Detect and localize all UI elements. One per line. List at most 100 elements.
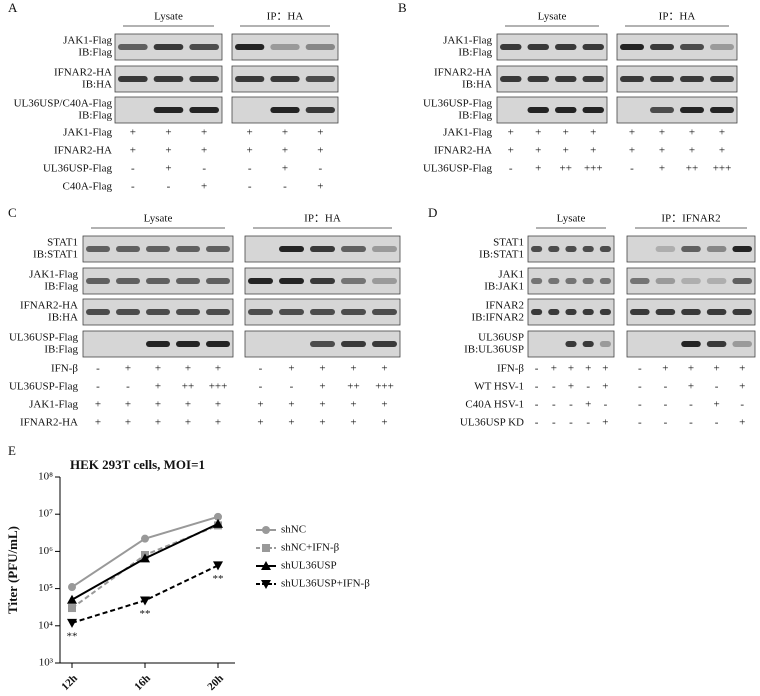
condition-mark: - (318, 163, 322, 175)
condition-mark: - (740, 399, 744, 411)
panel-letter: C (8, 205, 17, 220)
condition-mark: + (713, 363, 719, 375)
legend-label: shUL36USP (281, 560, 337, 572)
condition-mark: - (248, 181, 252, 193)
group-label: IP：IFNAR2 (661, 213, 720, 225)
legend-marker (261, 580, 271, 589)
legend-marker (261, 561, 271, 570)
band (206, 309, 230, 315)
condition-mark: - (535, 381, 539, 393)
condition-label: C40A-Flag (63, 181, 113, 193)
data-point (140, 596, 150, 606)
band (341, 246, 366, 252)
band (630, 309, 650, 315)
condition-label: JAK1-Flag (63, 127, 112, 139)
band (582, 246, 594, 252)
condition-label: IFNAR2-HA (434, 145, 492, 157)
blot-label: IB:STAT1 (33, 249, 78, 261)
condition-mark: + (535, 145, 541, 157)
group-label: IP：HA (304, 213, 341, 225)
band (116, 309, 140, 315)
band (305, 76, 335, 82)
band (706, 341, 727, 347)
data-point (213, 518, 223, 528)
condition-mark: + (257, 417, 263, 429)
condition-mark: + (95, 399, 101, 411)
band (732, 246, 752, 252)
band (599, 309, 611, 315)
band (732, 309, 752, 315)
band (710, 44, 734, 50)
condition-mark: + (288, 417, 294, 429)
condition-mark: - (552, 399, 556, 411)
band (116, 278, 140, 284)
y-tick-label: 10⁸ (38, 471, 53, 483)
condition-mark: + (155, 417, 161, 429)
legend-label: shNC+IFN-β (281, 542, 340, 554)
condition-mark: + (215, 399, 221, 411)
condition-mark: + (713, 399, 719, 411)
condition-mark: + (508, 145, 514, 157)
condition-mark: + (739, 381, 745, 393)
condition-mark: + (165, 163, 171, 175)
condition-label: UL36USP KD (460, 417, 524, 429)
band (732, 341, 752, 347)
group-label: Lysate (144, 213, 173, 225)
condition-mark: + (125, 417, 131, 429)
band (565, 246, 577, 252)
legend-marker (262, 526, 270, 534)
condition-mark: + (508, 127, 514, 139)
band (305, 107, 335, 113)
blot-label: IFNAR2-HA (434, 67, 492, 79)
condition-mark: + (95, 417, 101, 429)
condition-mark: + (288, 363, 294, 375)
band (527, 44, 549, 50)
condition-mark: + (185, 417, 191, 429)
band (527, 107, 549, 113)
condition-label: UL36USP-Flag (9, 381, 79, 393)
condition-mark: + (319, 381, 325, 393)
condition-label: JAK1-Flag (443, 127, 492, 139)
group-label: IP：HA (267, 11, 304, 23)
x-tick-label: 12h (59, 672, 80, 693)
band (146, 246, 170, 252)
condition-mark: + (155, 363, 161, 375)
band (86, 278, 110, 284)
condition-mark: + (130, 145, 136, 157)
blot-label: JAK1-Flag (29, 269, 78, 281)
band (565, 309, 577, 315)
condition-mark: + (317, 181, 323, 193)
panel-letter: D (428, 205, 437, 220)
condition-mark: + (563, 145, 569, 157)
condition-mark: + (130, 127, 136, 139)
condition-mark: + (659, 127, 665, 139)
band (732, 278, 752, 284)
blot-label: IFNAR2-HA (20, 300, 78, 312)
condition-mark: + (585, 363, 591, 375)
band (710, 107, 734, 113)
blot-label: IB:Flag (44, 281, 78, 293)
band (248, 278, 273, 284)
condition-mark: + (165, 127, 171, 139)
condition-mark: + (590, 145, 596, 157)
condition-label: UL36USP-Flag (423, 163, 493, 175)
band (235, 76, 265, 82)
condition-label: IFNAR2-HA (20, 417, 78, 429)
band (270, 107, 300, 113)
band (176, 278, 200, 284)
x-tick-label: 16h (132, 672, 153, 693)
condition-mark: + (629, 127, 635, 139)
condition-mark: - (638, 417, 642, 429)
condition-mark: - (664, 381, 668, 393)
band (555, 44, 577, 50)
band (650, 76, 674, 82)
band (341, 309, 366, 315)
condition-mark: - (569, 417, 573, 429)
band (372, 341, 397, 347)
band (116, 246, 140, 252)
band (153, 44, 184, 50)
condition-label: C40A HSV-1 (465, 399, 524, 411)
band (565, 341, 577, 347)
condition-mark: + (282, 127, 288, 139)
